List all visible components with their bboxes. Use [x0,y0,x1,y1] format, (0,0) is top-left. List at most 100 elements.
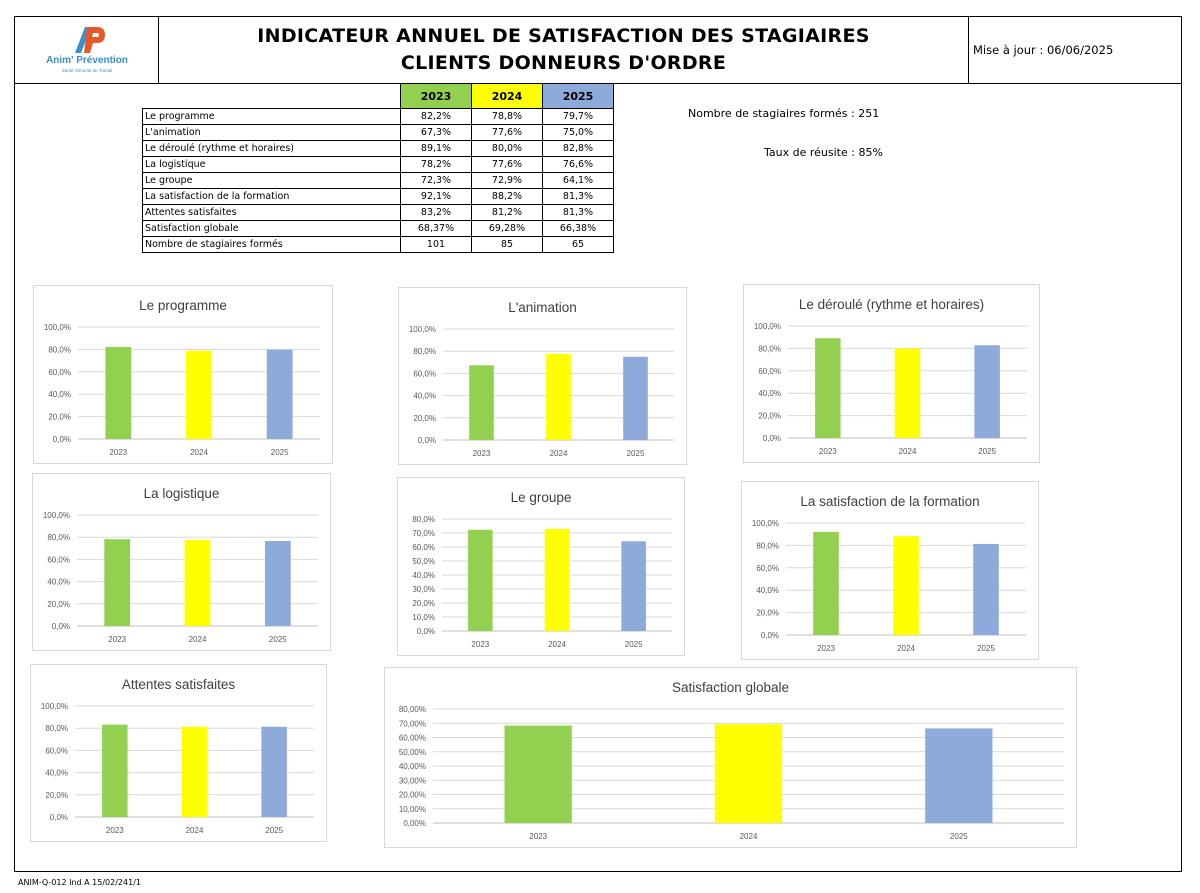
y-tick-label: 60,0% [47,555,70,564]
y-tick-label: 60,0% [45,746,68,755]
row-label: L'animation [142,124,401,141]
update-date: Mise à jour : 06/06/2025 [973,43,1114,57]
cell-2025: 81,3% [542,188,614,205]
y-tick-label: 60,0% [756,564,779,573]
cell-2024: 80,0% [471,140,543,157]
y-tick-label: 40,0% [45,769,68,778]
cell-2024: 69,28% [471,220,543,237]
cell-2024: 77,6% [471,124,543,141]
y-tick-label: 20,00% [399,791,426,800]
table-body: Le programme 82,2% 78,8% 79,7% L'animation 67… [142,108,614,253]
page-title: INDICATEUR ANNUEL DE SATISFACTION DES ST… [257,25,870,47]
y-tick-label: 30,00% [399,776,426,785]
x-tick-label: 2024 [186,826,204,835]
bar-2023 [815,338,841,438]
x-tick-label: 2023 [529,832,547,841]
y-tick-label: 20,0% [413,414,436,423]
x-tick-label: 2025 [627,449,645,458]
x-tick-label: 2023 [473,449,491,458]
y-tick-label: 10,00% [399,805,426,814]
bar-2025 [974,345,1000,438]
y-tick-label: 20,0% [756,609,779,618]
cell-2025: 65 [542,236,614,253]
header: Anim' Prévention Santé Sécurité au Trava… [15,17,1181,84]
year-header-2025: 2025 [542,83,614,109]
table-row: Le déroulé (rythme et horaires) 89,1% 80,0… [142,140,614,157]
y-tick-label: 60,0% [413,369,436,378]
row-label: La logistique [142,156,401,173]
table-row: Le groupe 72,3% 72,9% 64,1% [142,172,614,189]
success-rate: Taux de réusite : 85% [764,146,883,159]
logo: Anim' Prévention Santé Sécurité au Trava… [15,17,159,83]
row-label: Le programme [142,108,401,125]
x-tick-label: 2023 [819,447,837,456]
chart-logistique: La logistique 0,0% 20,0% 40,0% 60,0% 80,0% 100… [32,473,331,651]
y-tick-label: 80,00% [399,705,426,714]
x-tick-label: 2024 [899,447,917,456]
table-row: L'animation 67,3% 77,6% 75,0% [142,124,614,141]
y-tick-label: 60,00% [399,734,426,743]
bar-2023 [102,724,128,817]
row-label: Satisfaction globale [142,220,401,237]
footer-code: ANIM-Q-012 Ind A 15/02/241/1 [18,878,141,887]
bar-2024 [186,350,212,439]
y-tick-label: 40,0% [412,571,435,580]
cell-2024: 77,6% [471,156,543,173]
chart-title: Le groupe [511,490,572,505]
chart-title: L'animation [508,300,577,315]
y-tick-label: 80,0% [47,533,70,542]
chart-satisfaction-formation: La satisfaction de la formation 0,0% 20,0%… [741,481,1039,660]
y-tick-label: 100,0% [409,325,436,334]
table-corner [143,84,401,109]
row-label: Le groupe [142,172,401,189]
chart-svg: L'animation 0,0% 20,0% 40,0% 60,0% 80,0% 100,0… [409,300,674,458]
trained-count: Nombre de stagiaires formés : 251 [688,107,879,120]
x-tick-label: 2025 [269,635,287,644]
cell-2023: 67,3% [400,124,472,141]
chart-title: Attentes satisfaites [122,677,236,692]
y-tick-label: 40,0% [47,578,70,587]
y-tick-label: 10,0% [412,613,435,622]
bar-2024 [893,536,919,635]
bar-2025 [261,726,287,817]
y-tick-label: 80,0% [413,347,436,356]
y-tick-label: 100,0% [43,511,70,520]
y-tick-label: 0,0% [418,436,436,445]
bar-2023 [468,529,493,631]
y-tick-label: 60,0% [412,543,435,552]
table-row: Le programme 82,2% 78,8% 79,7% [142,108,614,125]
y-tick-label: 0,0% [417,627,435,636]
y-tick-label: 80,0% [45,724,68,733]
x-tick-label: 2025 [978,447,996,456]
bar-2023 [104,539,131,626]
table-row: Attentes satisfaites 83,2% 81,2% 81,3% [142,204,614,221]
cell-2025: 79,7% [542,108,614,125]
table-row: Nombre de stagiaires formés 101 85 65 [142,236,614,253]
cell-2024: 85 [471,236,543,253]
y-tick-label: 0,0% [50,813,68,822]
row-label: Le déroulé (rythme et horaires) [142,140,401,157]
chart-title: Le programme [139,298,227,313]
row-label: La satisfaction de la formation [142,188,401,205]
y-tick-label: 100,0% [44,323,71,332]
y-tick-label: 20,0% [45,791,68,800]
cell-2025: 75,0% [542,124,614,141]
x-tick-label: 2023 [109,448,127,457]
chart-groupe: Le groupe 0,0% 10,0% 20,0% 30,0% 40,0% 50,0% 60… [397,477,685,656]
y-tick-label: 40,0% [413,392,436,401]
x-tick-label: 2024 [740,832,758,841]
chart-programme: Le programme 0,0% 20,0% 40,0% 60,0% 80,0% 100,… [33,285,333,464]
chart-title: La satisfaction de la formation [800,494,979,509]
bar-2023 [504,725,572,823]
bar-2023 [813,531,839,635]
cell-2023: 72,3% [400,172,472,189]
table-row: La satisfaction de la formation 92,1% 88,2… [142,188,614,205]
x-tick-label: 2024 [189,635,207,644]
bar-2023 [105,346,132,439]
y-tick-label: 0,0% [761,631,779,640]
cell-2025: 81,3% [542,204,614,221]
cell-2025: 76,6% [542,156,614,173]
bar-2025 [264,540,291,626]
y-tick-label: 80,0% [48,345,71,354]
x-tick-label: 2023 [471,640,489,649]
